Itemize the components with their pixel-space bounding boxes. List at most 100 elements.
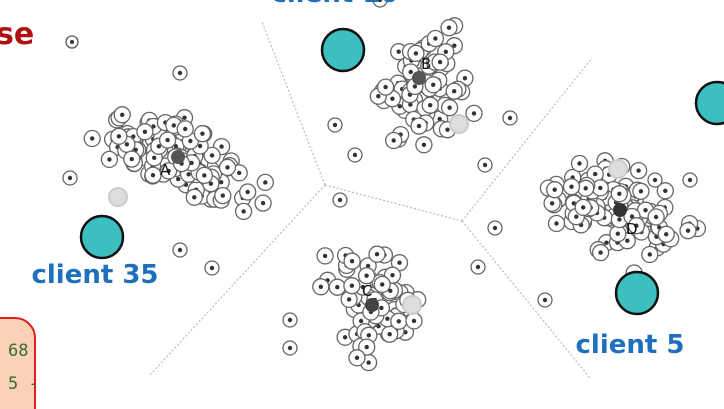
point-dot (116, 134, 122, 139)
point-dot (471, 111, 477, 116)
point-dot (318, 284, 323, 289)
centroid-label: C (362, 282, 372, 300)
point-dot (446, 25, 452, 30)
point-dot (475, 264, 481, 270)
point-dot (397, 260, 402, 265)
centroid-label: A (160, 161, 171, 179)
point-dot (421, 142, 427, 147)
point-dot (183, 126, 188, 132)
point-dot (431, 82, 436, 88)
point-dot (390, 273, 395, 278)
point-dot (220, 193, 225, 198)
faded-point (608, 159, 628, 179)
point-dot (332, 122, 338, 128)
point-dot (173, 144, 179, 149)
client-node (614, 270, 660, 316)
point-dot (598, 185, 603, 191)
point-dot (197, 143, 203, 149)
point-dot (352, 152, 358, 158)
centroid-dot (171, 150, 185, 164)
point-dot (397, 104, 402, 109)
client-label: client 5 (576, 330, 685, 360)
point-dot (652, 177, 658, 183)
faded-point (108, 187, 128, 207)
client-label: client 10 (271, 0, 398, 9)
point-dot (287, 317, 293, 323)
point-dot (552, 187, 557, 192)
point-dot (577, 161, 582, 166)
point-dot (433, 36, 438, 41)
point-dot (507, 115, 513, 121)
point-dot (385, 316, 390, 321)
centroid-dot (412, 71, 426, 85)
point-dot (437, 116, 442, 122)
point-dot (365, 263, 371, 269)
point-dot (583, 186, 588, 191)
point-dot (129, 156, 134, 162)
centroid-label: D (626, 220, 638, 238)
point-dot (90, 136, 95, 141)
point-dot (171, 123, 176, 128)
point-dot (452, 89, 457, 94)
point-dot (374, 252, 380, 257)
point-dot (358, 318, 364, 324)
point-dot (337, 197, 343, 203)
point-dot (166, 168, 171, 174)
point-dot (186, 172, 191, 177)
point-dot (322, 253, 328, 259)
point-dot (396, 49, 401, 54)
point-dot (237, 170, 242, 176)
point-dot (387, 332, 392, 337)
point-dot (260, 200, 266, 206)
point-dot (287, 345, 293, 351)
point-dot (638, 189, 644, 194)
point-dot (150, 173, 156, 178)
box-line: 68 (8, 341, 28, 361)
point-dot (554, 221, 559, 226)
point-dot (124, 142, 130, 147)
point-dot (390, 96, 395, 101)
point-dot (225, 165, 230, 170)
point-dot (241, 209, 246, 214)
point-dot (192, 195, 197, 200)
faded-point (449, 114, 469, 134)
point-dot (617, 217, 622, 222)
point-dot (209, 265, 215, 271)
point-dot (366, 333, 371, 338)
point-dot (663, 188, 668, 193)
point-dot (376, 94, 381, 99)
border (461, 57, 593, 222)
point-dot (189, 160, 194, 166)
border (149, 184, 326, 376)
point-dot (202, 173, 207, 178)
point-dot (685, 228, 691, 233)
box-line: 5 - (8, 374, 39, 394)
point-dot (445, 127, 450, 132)
points (62, 0, 707, 372)
point (65, 35, 79, 49)
point-dot (349, 283, 355, 288)
region-borders (149, 21, 593, 379)
point-dot (349, 259, 355, 264)
point-dot (447, 105, 452, 110)
point-dot (416, 123, 422, 129)
point-dot (412, 84, 418, 89)
client-node (79, 214, 125, 260)
point-dot (208, 181, 214, 186)
point-dot (377, 0, 383, 3)
point-dot (629, 214, 635, 219)
border (261, 21, 326, 186)
point-dot (643, 208, 648, 213)
point-dot (428, 103, 433, 108)
point-dot (177, 70, 183, 76)
point-dot (687, 177, 693, 183)
point-dot (380, 282, 385, 287)
point-dot (604, 240, 609, 245)
point-dot (219, 144, 224, 149)
point-dot (482, 162, 488, 168)
point-dot (581, 205, 586, 210)
point-dot (636, 168, 641, 173)
point-dot (335, 285, 340, 290)
point-dot (219, 180, 224, 185)
